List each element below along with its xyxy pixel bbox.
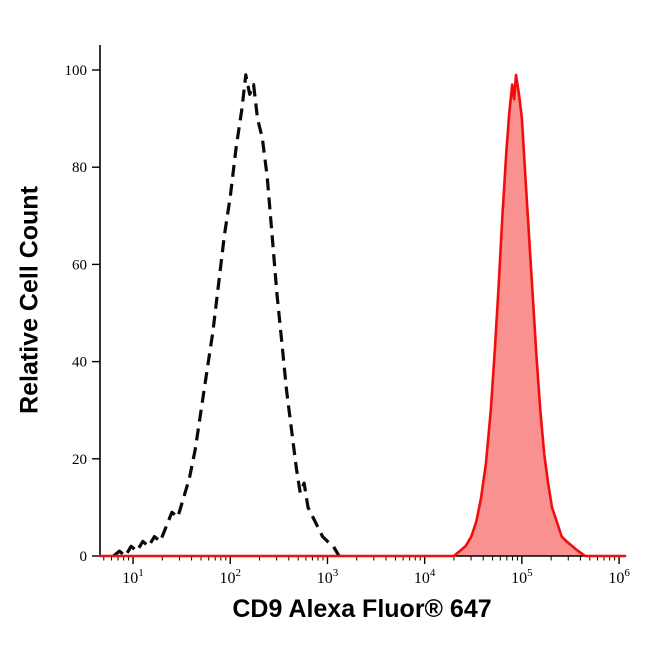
svg-text:102: 102 (220, 567, 242, 587)
svg-text:100: 100 (65, 63, 88, 79)
svg-text:101: 101 (122, 567, 144, 587)
svg-text:104: 104 (414, 567, 436, 587)
axis-ticks (92, 69, 620, 564)
svg-text:80: 80 (72, 160, 87, 176)
y-axis-label: Relative Cell Count (15, 186, 44, 414)
svg-text:20: 20 (72, 452, 87, 468)
svg-text:60: 60 (72, 257, 87, 273)
svg-text:0: 0 (80, 549, 88, 565)
svg-text:40: 40 (72, 355, 87, 371)
svg-text:105: 105 (511, 567, 533, 587)
stained-area-fill (100, 74, 625, 557)
histogram-curves (98, 73, 627, 558)
svg-text:103: 103 (317, 567, 339, 587)
svg-text:106: 106 (608, 567, 630, 587)
x-axis-label: CD9 Alexa Fluor® 647 (232, 595, 492, 623)
